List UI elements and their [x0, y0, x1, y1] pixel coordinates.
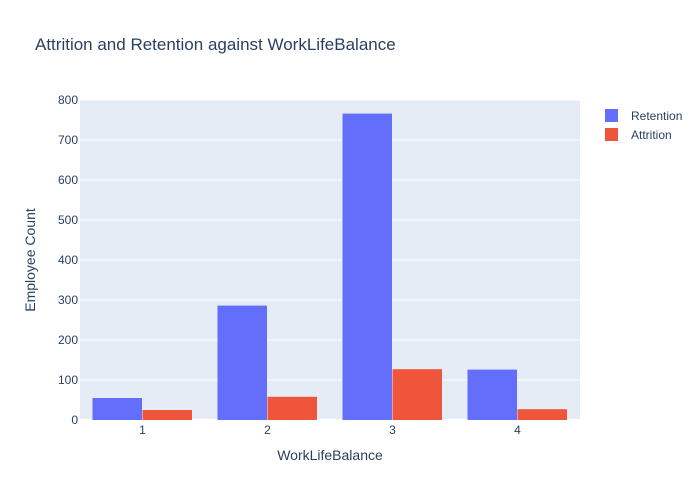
y-tick-label: 700	[58, 133, 78, 147]
bar-attrition-2[interactable]	[267, 396, 318, 420]
legend: Retention Attrition	[605, 109, 682, 142]
y-axis-label: Employee Count	[22, 208, 38, 312]
x-axis-ticks: 1 2 3 4	[139, 423, 521, 437]
x-axis-label: WorkLifeBalance	[277, 447, 383, 463]
chart-title: Attrition and Retention against WorkLife…	[35, 35, 396, 54]
y-tick-label: 300	[58, 293, 78, 307]
y-tick-label: 500	[58, 213, 78, 227]
bar-attrition-4[interactable]	[517, 409, 568, 420]
legend-label: Retention	[631, 109, 682, 123]
legend-label: Attrition	[631, 128, 672, 142]
legend-item-retention[interactable]: Retention	[605, 109, 682, 123]
x-tick-label: 4	[514, 423, 521, 437]
x-tick-label: 3	[389, 423, 396, 437]
x-tick-label: 2	[264, 423, 271, 437]
bar-retention-4[interactable]	[467, 369, 518, 420]
y-tick-label: 200	[58, 333, 78, 347]
bar-retention-1[interactable]	[92, 398, 143, 420]
bars	[92, 113, 568, 420]
bar-retention-3[interactable]	[342, 113, 393, 420]
y-axis-ticks: 0 100 200 300 400 500 600 700 800	[58, 93, 78, 427]
legend-swatch	[605, 109, 618, 122]
bar-attrition-3[interactable]	[392, 369, 443, 420]
bar-retention-2[interactable]	[217, 305, 268, 420]
y-tick-label: 100	[58, 373, 78, 387]
y-tick-label: 600	[58, 173, 78, 187]
y-tick-label: 400	[58, 253, 78, 267]
legend-item-attrition[interactable]: Attrition	[605, 128, 672, 142]
legend-swatch	[605, 128, 618, 141]
y-tick-label: 800	[58, 93, 78, 107]
bar-attrition-1[interactable]	[142, 410, 193, 420]
y-tick-label: 0	[71, 413, 78, 427]
x-tick-label: 1	[139, 423, 146, 437]
